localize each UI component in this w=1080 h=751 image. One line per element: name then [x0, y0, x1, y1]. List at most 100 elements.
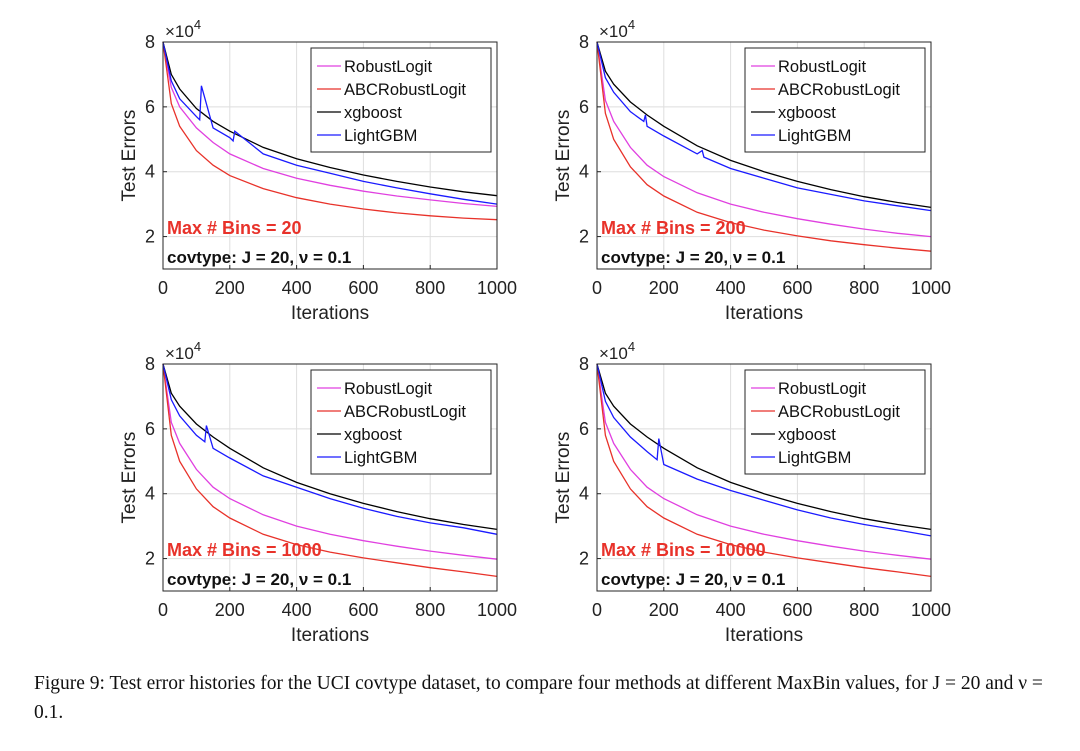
legend: RobustLogit ABCRobustLogit xgboost LightGBM	[744, 47, 926, 153]
x-axis-label: Iterations	[291, 303, 369, 324]
chart-panel-4: 0 200 400 600 800 1000 2 4 6 8 ×104 Iterations Test …	[553, 339, 951, 646]
legend-entry: ABCRobustLogit	[778, 403, 900, 421]
legend-entry: LightGBM	[344, 127, 417, 145]
x-tick-label: 1000	[477, 278, 517, 298]
x-tick-label: 600	[782, 600, 812, 620]
y-axis-label: Test Errors	[553, 110, 574, 202]
x-axis-label: Iterations	[725, 303, 803, 324]
legend-entry: RobustLogit	[778, 380, 866, 398]
x-tick-label: 0	[592, 278, 602, 298]
series-line-1	[596, 41, 932, 238]
y-tick-label: 6	[145, 97, 155, 117]
x-tick-label: 600	[348, 600, 378, 620]
y-tick-label: 4	[145, 484, 155, 504]
legend-entry: RobustLogit	[778, 58, 866, 76]
chart-panel-3: 0 200 400 600 800 1000 2 4 6 8 ×104 Iterations Test …	[119, 339, 517, 646]
y-tick-label: 8	[145, 354, 155, 374]
y-exponent-label: ×104	[165, 17, 201, 41]
series-line-1	[596, 363, 932, 560]
y-tick-label: 8	[579, 354, 589, 374]
axes-box	[596, 363, 932, 592]
y-tick-label: 8	[145, 32, 155, 52]
y-tick-label: 2	[579, 227, 589, 247]
y-exponent-power: 4	[628, 339, 635, 354]
series-line-1	[162, 363, 498, 560]
y-tick-label: 6	[579, 97, 589, 117]
max-bins-annotation: Max # Bins = 10000	[601, 540, 766, 560]
series-line-3	[162, 41, 498, 197]
y-exponent-label: ×104	[599, 339, 635, 363]
x-tick-label: 0	[158, 278, 168, 298]
x-axis-label: Iterations	[725, 625, 803, 646]
series-line-2	[162, 363, 498, 578]
x-tick-label: 200	[649, 278, 679, 298]
x-tick-label: 800	[849, 600, 879, 620]
series-line-4	[162, 363, 498, 535]
x-tick-label: 1000	[911, 600, 951, 620]
x-tick-label: 0	[592, 600, 602, 620]
chart-panel-2: 0 200 400 600 800 1000 2 4 6 8 ×104 Iterations Test …	[553, 17, 951, 324]
series-line-3	[596, 363, 932, 531]
dataset-annotation: covtype: J = 20, ν = 0.1	[601, 570, 785, 589]
x-tick-label: 400	[282, 278, 312, 298]
x-tick-label: 400	[716, 600, 746, 620]
series-line-2	[596, 363, 932, 578]
legend-entry: RobustLogit	[344, 380, 432, 398]
y-exponent-power: 4	[194, 339, 201, 354]
x-tick-label: 600	[782, 278, 812, 298]
dataset-annotation: covtype: J = 20, ν = 0.1	[167, 248, 351, 267]
y-tick-label: 2	[145, 227, 155, 247]
x-tick-label: 1000	[477, 600, 517, 620]
legend-entry: ABCRobustLogit	[778, 81, 900, 99]
x-axis-label: Iterations	[291, 625, 369, 646]
series-line-4	[162, 41, 498, 205]
y-tick-label: 4	[579, 162, 589, 182]
y-tick-label: 2	[145, 549, 155, 569]
x-tick-label: 800	[849, 278, 879, 298]
legend-entry: LightGBM	[344, 449, 417, 467]
legend-entry: xgboost	[344, 104, 402, 122]
x-tick-label: 400	[716, 278, 746, 298]
figure-caption: Figure 9: Test error histories for the U…	[34, 669, 1054, 727]
legend-entry: xgboost	[778, 104, 836, 122]
legend: RobustLogit ABCRobustLogit xgboost LightGBM	[310, 47, 492, 153]
y-tick-label: 6	[145, 419, 155, 439]
y-exponent-label: ×104	[165, 339, 201, 363]
series-line-1	[162, 41, 498, 208]
caption-text: Test error histories for the UCI covtype…	[34, 673, 1043, 723]
x-tick-label: 1000	[911, 278, 951, 298]
axes-box	[162, 41, 498, 270]
legend-entry: LightGBM	[778, 449, 851, 467]
legend-entry: ABCRobustLogit	[344, 403, 466, 421]
dataset-annotation: covtype: J = 20, ν = 0.1	[167, 570, 351, 589]
series-line-2	[162, 41, 498, 221]
x-tick-label: 200	[649, 600, 679, 620]
x-tick-label: 200	[215, 600, 245, 620]
x-tick-label: 800	[415, 278, 445, 298]
x-tick-label: 200	[215, 278, 245, 298]
series-line-4	[596, 363, 932, 537]
legend: RobustLogit ABCRobustLogit xgboost LightGBM	[310, 369, 492, 475]
x-tick-label: 800	[415, 600, 445, 620]
y-axis-label: Test Errors	[119, 110, 140, 202]
series-line-3	[596, 41, 932, 209]
legend-entry: xgboost	[778, 426, 836, 444]
y-exponent-power: 4	[628, 17, 635, 32]
series-line-3	[162, 363, 498, 531]
y-tick-label: 2	[579, 549, 589, 569]
series-line-4	[596, 41, 932, 212]
series-line-2	[596, 41, 932, 252]
x-tick-label: 400	[282, 600, 312, 620]
y-tick-label: 4	[579, 484, 589, 504]
axes-box	[596, 41, 932, 270]
x-tick-label: 0	[158, 600, 168, 620]
caption-label: Figure 9:	[34, 673, 105, 694]
y-axis-label: Test Errors	[119, 432, 140, 524]
max-bins-annotation: Max # Bins = 20	[167, 218, 302, 238]
legend-entry: ABCRobustLogit	[344, 81, 466, 99]
dataset-annotation: covtype: J = 20, ν = 0.1	[601, 248, 785, 267]
y-tick-label: 4	[145, 162, 155, 182]
y-exponent-power: 4	[194, 17, 201, 32]
chart-panel-1: 0 200 400 600 800 1000 2 4 6 8 ×104 Iterations Test …	[119, 17, 517, 324]
